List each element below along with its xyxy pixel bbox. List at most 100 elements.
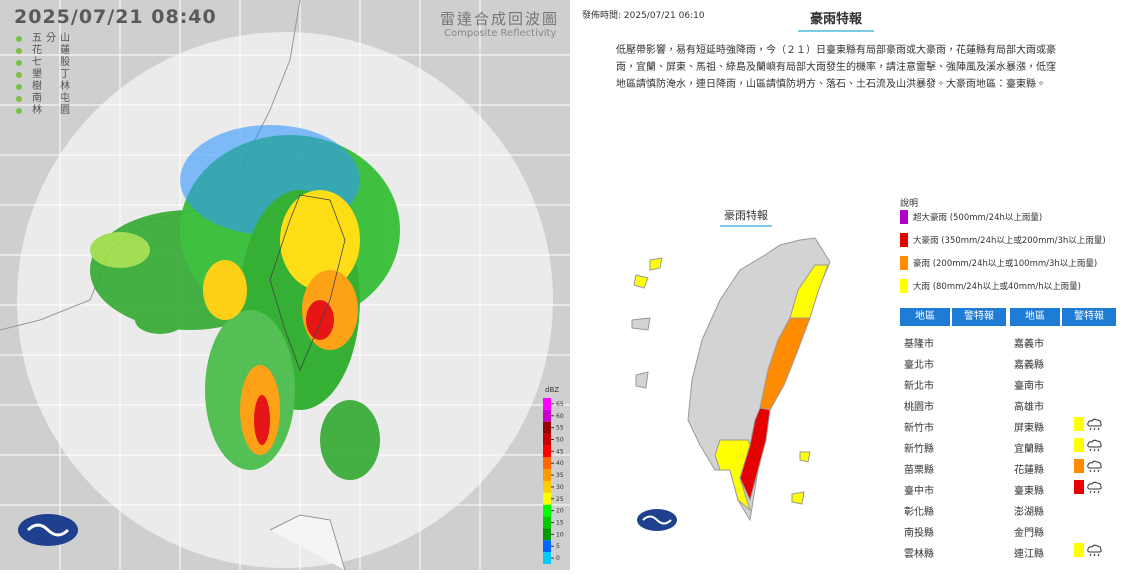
- colorbar-segment: [543, 481, 551, 493]
- station-name: 五分山: [32, 33, 70, 44]
- colorbar-label: 60: [556, 413, 564, 420]
- county-name: 屏東縣: [1014, 423, 1044, 434]
- cloud-icon: [1087, 544, 1102, 557]
- warning-map: [631, 237, 831, 531]
- station-name: 花蓮: [32, 45, 70, 56]
- coastline: [269, 514, 346, 571]
- legend-item: 大雨 (80mm/24h以上或40mm/h以上雨量): [900, 279, 1081, 293]
- rain: [1089, 427, 1100, 431]
- colorbar-label: 30: [556, 484, 564, 491]
- station-dot: [16, 96, 22, 102]
- radar-panel: dBZ 65 60 55 50 45 40 35 30 25 20 15 10 5 0 2025/07/21…: [0, 0, 570, 571]
- station-name: 林園: [32, 105, 70, 116]
- cloud: [1087, 418, 1102, 427]
- cloud: [1087, 544, 1102, 553]
- table-header: 警特報: [1062, 308, 1116, 326]
- legend-item: 大豪雨 (350mm/24h以上或200mm/3h以上雨量): [900, 233, 1106, 247]
- radar-subtitle: Composite Reflectivity: [444, 28, 557, 39]
- island-penghu: [635, 371, 649, 389]
- table-header: 地區: [900, 308, 950, 326]
- station-name: 樹林: [32, 81, 70, 92]
- colorbar-segment: [543, 504, 551, 517]
- colorbar-unit: dBZ: [545, 386, 559, 394]
- county-name: 新竹市: [904, 423, 934, 434]
- cloud-icon: [1087, 439, 1102, 452]
- colorbar-segment: [543, 409, 551, 422]
- colorbar-segment: [543, 469, 551, 481]
- cloud-icon: [1087, 481, 1102, 494]
- warning-swatch: [1074, 459, 1084, 473]
- radar-title: 雷達合成回波圖: [440, 10, 560, 28]
- station-dot: [16, 60, 22, 66]
- legend-item: 超大豪雨 (500mm/24h以上雨量): [900, 210, 1042, 224]
- colorbar-segment: [543, 516, 551, 529]
- warning-icon: [1074, 480, 1104, 494]
- station: 樹林: [16, 81, 70, 93]
- colorbar-segment: [543, 492, 551, 505]
- station: 林園: [16, 105, 70, 117]
- colorbar-segment: [543, 398, 551, 410]
- colorbar-label: 15: [556, 520, 564, 527]
- cloud: [1087, 481, 1102, 490]
- station-name: 南屯: [32, 93, 70, 104]
- region-taitung: [739, 407, 771, 502]
- colorbar-label: 25: [556, 496, 564, 503]
- colorbar-label: 65: [556, 401, 564, 408]
- colorbar-segment: [543, 540, 551, 553]
- rain: [1089, 469, 1100, 473]
- legend-label: 大雨 (80mm/24h以上或40mm/h以上雨量): [913, 282, 1081, 292]
- county-name: 澎湖縣: [1014, 507, 1044, 518]
- legend-label: 豪雨 (200mm/24h以上或100mm/3h以上雨量): [913, 259, 1098, 269]
- colorbar-segment: [543, 445, 551, 458]
- county-name: 臺北市: [904, 360, 934, 371]
- station: 花蓮: [16, 45, 70, 57]
- station-dot: [16, 72, 22, 78]
- colorbar-label: 35: [556, 472, 564, 479]
- station-dot: [16, 84, 22, 90]
- echo: [135, 306, 185, 334]
- warning-title: 豪雨特報: [798, 8, 875, 32]
- cloud: [1087, 439, 1102, 448]
- warning-swatch: [1074, 480, 1084, 494]
- county-name: 苗栗縣: [904, 465, 934, 476]
- legend-label: 超大豪雨 (500mm/24h以上雨量): [913, 213, 1043, 223]
- table-header: 地區: [1010, 308, 1060, 326]
- island-orchid: [791, 491, 805, 505]
- island-green: [799, 451, 811, 463]
- station: 南屯: [16, 93, 70, 105]
- echo-layer: [90, 125, 400, 480]
- legend-title: 說明: [900, 199, 919, 209]
- echo: [320, 400, 380, 480]
- colorbar-label: 0: [556, 555, 560, 562]
- county-name: 花蓮縣: [1014, 465, 1044, 476]
- station-name: 七股: [32, 57, 70, 68]
- colorbar-segment: [543, 421, 551, 434]
- island-matsu: [649, 257, 663, 271]
- rain: [1089, 553, 1100, 557]
- echo: [90, 232, 150, 268]
- county-name: 基隆市: [904, 339, 934, 350]
- colorbar-segment: [543, 552, 551, 564]
- legend-label: 大豪雨 (350mm/24h以上或200mm/3h以上雨量): [913, 236, 1106, 246]
- warning-icon: [1074, 417, 1104, 431]
- legend-swatch: [900, 279, 908, 293]
- station-name: 墾丁: [32, 69, 70, 80]
- county-name: 連江縣: [1014, 549, 1044, 560]
- station: 七股: [16, 57, 70, 69]
- station: 五分山: [16, 33, 70, 45]
- county-name: 雲林縣: [904, 549, 934, 560]
- echo: [203, 260, 247, 320]
- county-name: 宜蘭縣: [1014, 444, 1044, 455]
- logo-mark: [642, 515, 672, 525]
- colorbar-label: 5: [556, 543, 560, 550]
- taiwan-outline: [269, 194, 346, 372]
- colorbar-segment: [543, 457, 551, 470]
- map-label: 豪雨特報: [720, 207, 772, 227]
- legend-swatch: [900, 210, 908, 224]
- island-kinmen: [631, 317, 651, 331]
- rain: [1089, 448, 1100, 452]
- cloud-icon: [1087, 460, 1102, 473]
